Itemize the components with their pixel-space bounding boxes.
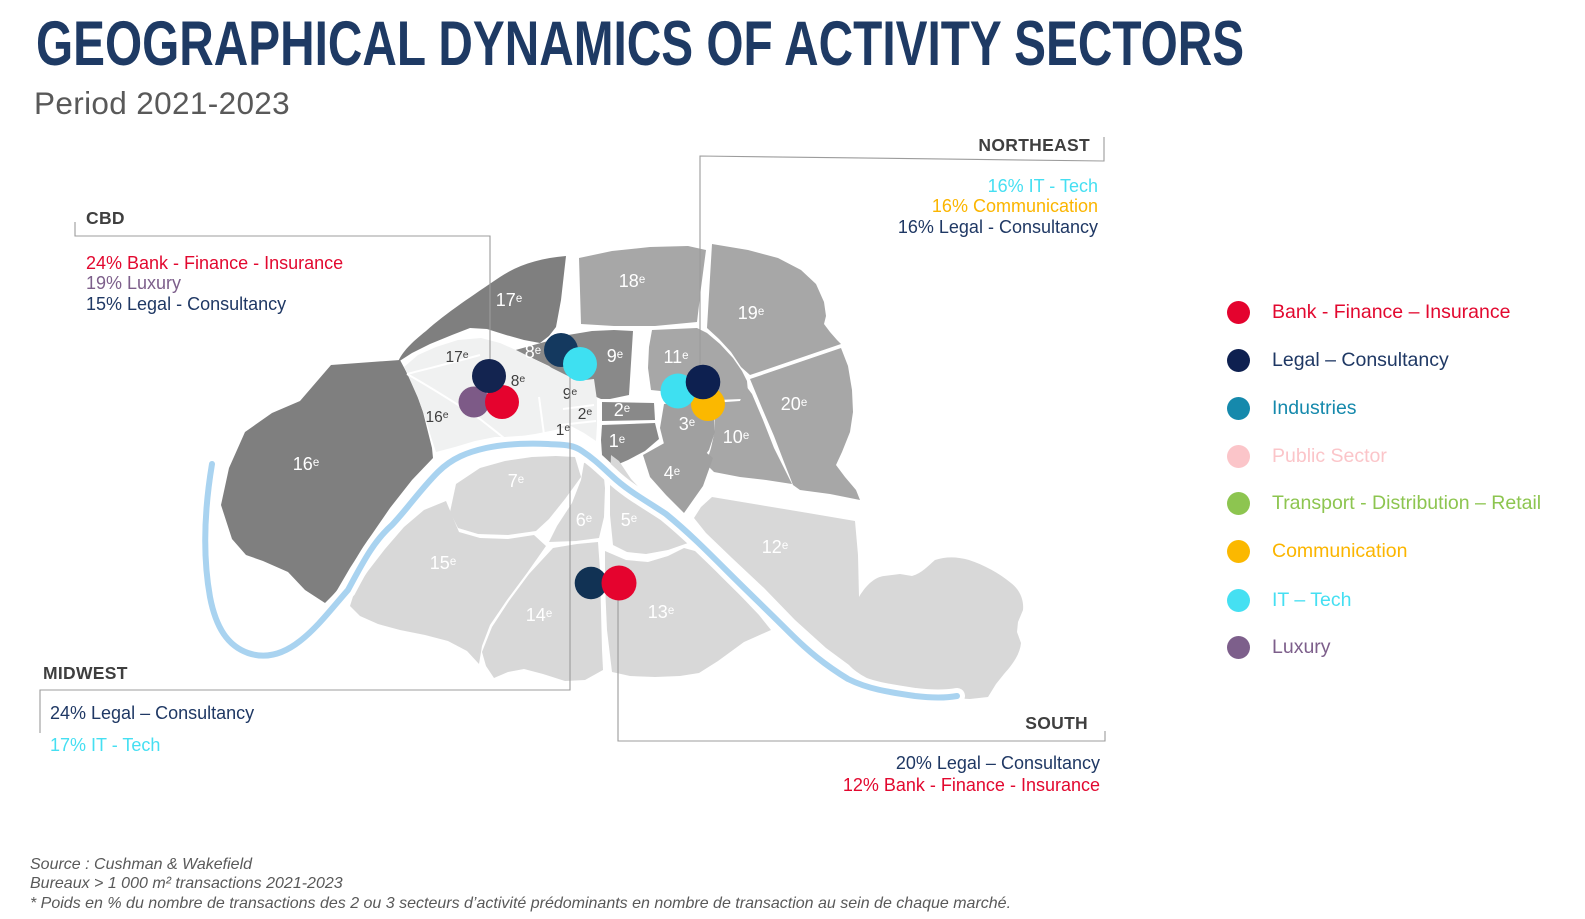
svg-text:1e: 1e [556, 422, 571, 439]
svg-text:20e: 20e [781, 394, 807, 414]
svg-text:19e: 19e [738, 303, 764, 323]
svg-text:14e: 14e [526, 605, 552, 625]
svg-text:17e: 17e [496, 290, 522, 310]
svg-text:15e: 15e [430, 553, 456, 573]
svg-text:16e: 16e [293, 454, 319, 474]
svg-text:18e: 18e [619, 271, 645, 291]
svg-text:10e: 10e [723, 427, 749, 447]
svg-text:12e: 12e [762, 537, 788, 557]
svg-text:13e: 13e [648, 602, 674, 622]
